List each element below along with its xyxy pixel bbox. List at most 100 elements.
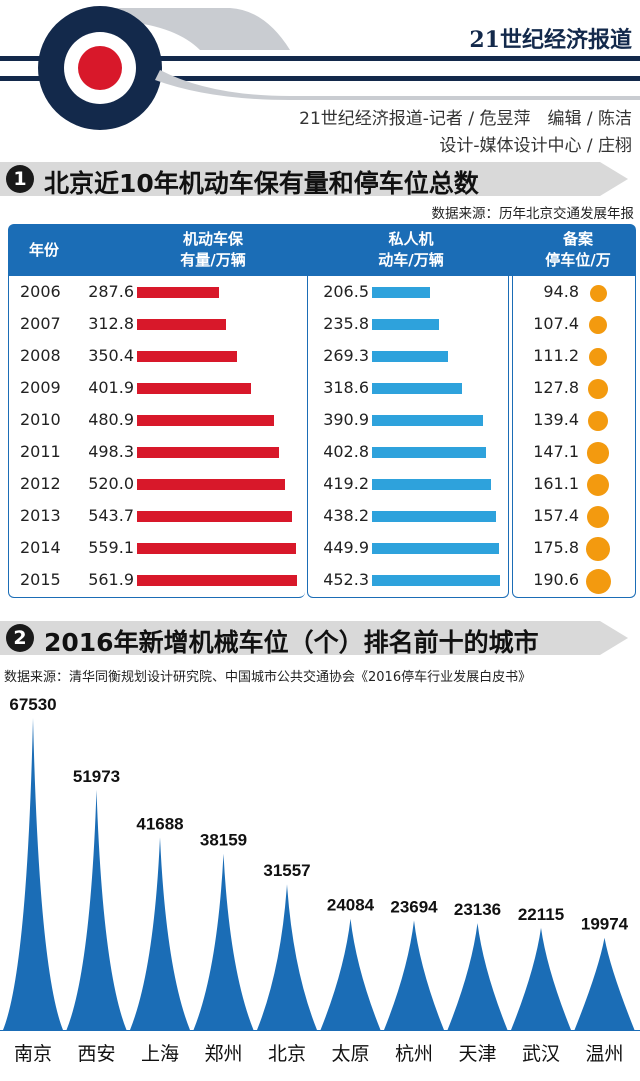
spike-bar (3, 718, 63, 1030)
private-bar (372, 511, 496, 522)
header-private-line2: 动车/万辆 (378, 251, 444, 269)
city-label: 杭州 (395, 1043, 433, 1065)
private-value: 449.9 (323, 538, 369, 557)
city-label: 武汉 (522, 1043, 560, 1065)
year-cell: 2010 (20, 410, 61, 429)
value-label: 22115 (518, 905, 564, 924)
city-label: 北京 (268, 1043, 306, 1065)
section1-number: 1 (6, 165, 34, 193)
private-bar (372, 575, 500, 586)
motor-bar (137, 479, 286, 490)
motor-bar (137, 383, 252, 394)
spike-bar (447, 923, 508, 1030)
credit-line-reporter: 21世纪经济报道-记者 / 危昱萍 编辑 / 陈洁 (299, 109, 632, 129)
parking-dot (589, 284, 607, 302)
city-label: 上海 (141, 1043, 179, 1065)
section1-title-bar: 1 北京近10年机动车保有量和停车位总数 (0, 162, 640, 198)
private-bar (372, 415, 483, 426)
year-cell: 2008 (20, 346, 61, 365)
parking-dot (587, 442, 609, 464)
private-value: 438.2 (323, 506, 369, 525)
spike-bar (384, 920, 444, 1030)
private-bar (372, 479, 491, 490)
section2-number: 2 (6, 624, 34, 652)
header-private-line1: 私人机 (388, 230, 434, 248)
year-cell: 2009 (20, 378, 61, 397)
value-label: 19974 (581, 915, 629, 934)
header-grey-swoosh (95, 8, 290, 50)
year-cell: 2007 (20, 314, 61, 333)
motor-value: 498.3 (88, 442, 134, 461)
value-label: 24084 (327, 896, 375, 915)
value-label: 67530 (9, 695, 56, 714)
city-label: 天津 (458, 1043, 496, 1065)
motor-bar (137, 511, 292, 522)
year-cell: 2006 (20, 282, 61, 301)
value-label: 51973 (73, 767, 120, 786)
value-label: 23136 (454, 900, 501, 919)
motor-bar (137, 415, 274, 426)
motor-bar (137, 351, 237, 362)
parking-value: 147.1 (533, 442, 579, 461)
header-parking-line1: 备案 (562, 230, 593, 248)
section2-title-bar: 2 2016年新增机械车位（个）排名前十的城市 (0, 621, 640, 657)
year-cell: 2013 (20, 506, 61, 525)
parking-dot (585, 568, 611, 594)
city-spike-chart: 67530 南京 51973 西安 41688 上海 38159 郑州 31557 北京 24084… (0, 695, 640, 1065)
private-value: 390.9 (323, 410, 369, 429)
year-cell: 2012 (20, 474, 61, 493)
section1-title: 北京近10年机动车保有量和停车位总数 (44, 169, 479, 198)
city-label: 太原 (331, 1043, 369, 1065)
spike-bar (257, 884, 317, 1030)
motor-value: 287.6 (88, 282, 134, 301)
motor-value: 559.1 (88, 538, 134, 557)
private-bar (372, 447, 486, 458)
parking-value: 107.4 (533, 314, 579, 333)
value-label: 23694 (390, 898, 438, 917)
private-bar (372, 287, 431, 298)
motor-bar (137, 575, 297, 586)
motor-bar (137, 287, 219, 298)
section1-source: 数据来源：历年北京交通发展年报 (431, 206, 635, 222)
header-parking-line2: 停车位/万 (545, 251, 611, 269)
private-bar (372, 319, 439, 330)
logo-red-center (78, 46, 122, 90)
private-value: 452.3 (323, 570, 369, 589)
private-value: 318.6 (323, 378, 369, 397)
parking-value: 161.1 (533, 474, 579, 493)
parking-dot (586, 537, 610, 561)
value-label: 31557 (263, 861, 310, 880)
section2-title: 2016年新增机械车位（个）排名前十的城市 (44, 628, 539, 657)
motor-bar (137, 447, 279, 458)
motor-value: 543.7 (88, 506, 134, 525)
parking-dot (587, 410, 609, 432)
credit-line-design: 设计-媒体设计中心 / 庄栩 (439, 136, 632, 156)
motor-value: 561.9 (88, 570, 134, 589)
parking-value: 139.4 (533, 410, 579, 429)
year-cell: 2015 (20, 570, 61, 589)
parking-dot (586, 473, 610, 497)
brand-title: 21世纪经济报道 (469, 27, 632, 53)
header-navy-stripe-top (0, 56, 640, 61)
city-label: 温州 (585, 1043, 623, 1065)
spike-bar (574, 937, 635, 1030)
header-logo (0, 6, 640, 130)
private-bar (372, 351, 449, 362)
parking-dot (588, 347, 608, 367)
header-grey-tail (155, 70, 640, 100)
spike-bar (130, 837, 190, 1030)
parking-dot (586, 505, 610, 529)
parking-value: 127.8 (533, 378, 579, 397)
city-label: 南京 (14, 1043, 52, 1065)
panel-parking (512, 276, 636, 598)
header-year: 年份 (28, 241, 59, 259)
parking-value: 111.2 (533, 346, 579, 365)
header-motor-line2: 有量/万辆 (180, 251, 246, 269)
private-value: 419.2 (323, 474, 369, 493)
private-value: 235.8 (323, 314, 369, 333)
motor-value: 350.4 (88, 346, 134, 365)
motor-bar (137, 319, 227, 330)
private-bar (372, 543, 500, 554)
table-header: 年份 机动车保 有量/万辆 私人机 动车/万辆 备案 停车位/万 (8, 224, 636, 276)
section2-source: 数据来源：清华同衡规划设计研究院、中国城市公共交通协会《2016停车行业发展白皮… (4, 670, 532, 685)
